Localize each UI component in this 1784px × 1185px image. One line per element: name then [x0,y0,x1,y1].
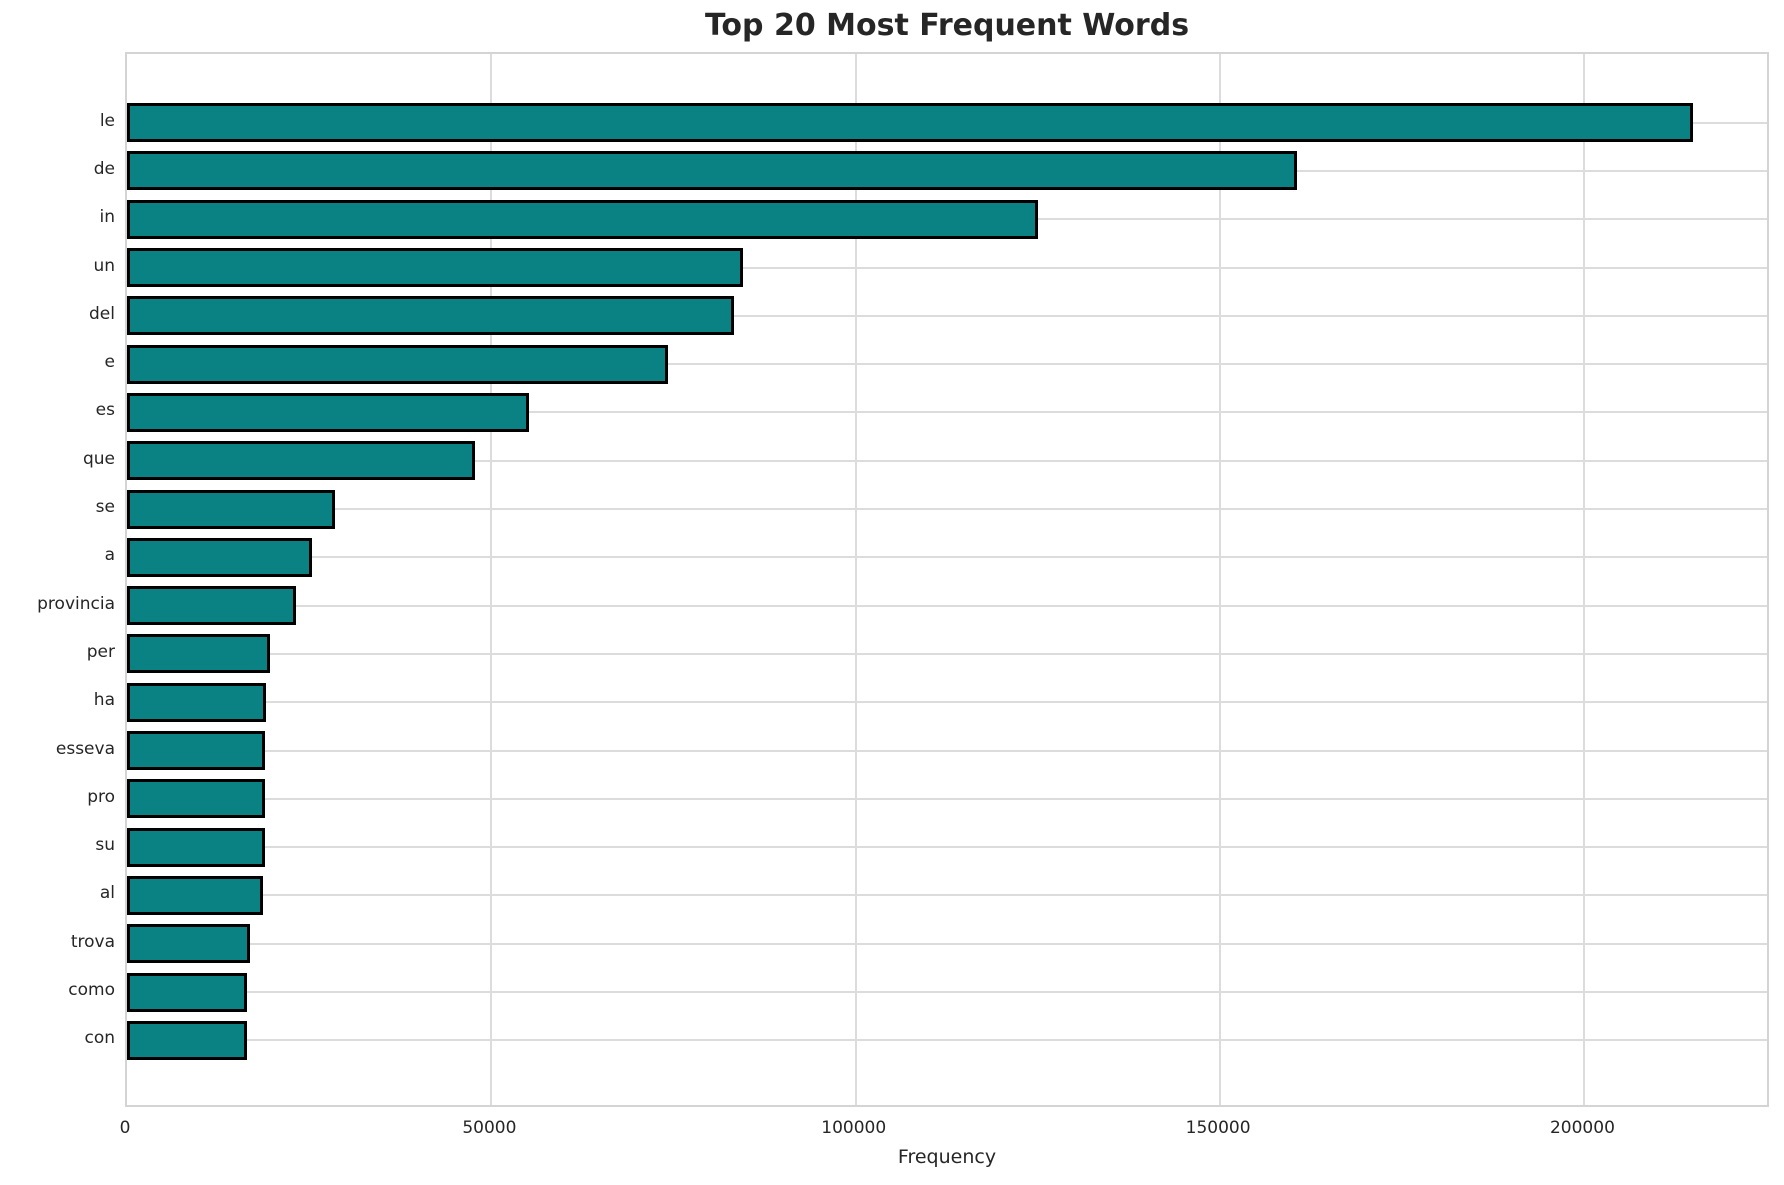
y-gridline [127,363,1767,366]
bar-trova [127,924,251,964]
y-gridline [127,266,1767,269]
y-gridline [127,314,1767,317]
y-gridline [127,556,1767,559]
bar-ha [127,682,267,722]
y-gridline [127,701,1767,704]
y-tick-label-un: un [93,255,115,276]
y-tick-label-que: que [82,448,115,469]
y-gridline [127,894,1767,897]
bar-es [127,392,529,432]
x-axis-title: Frequency [897,1146,997,1168]
y-gridline [127,1039,1767,1042]
y-gridline [127,459,1767,462]
y-tick-label-con: con [84,1028,115,1049]
x-tick-label-200000: 200000 [1549,1118,1615,1138]
y-tick-label-como: como [68,980,115,1001]
x-tick-label-0: 0 [119,1118,131,1138]
x-gridline [1583,54,1586,1105]
bar-a [127,537,313,577]
y-tick-label-pro: pro [87,786,115,807]
y-gridline [127,991,1767,994]
bar-esseva [127,731,266,771]
y-tick-label-e: e [104,352,115,373]
y-gridline [127,846,1767,849]
x-gridline [1219,54,1222,1105]
y-tick-label-ha: ha [93,690,115,711]
bar-per [127,634,270,674]
y-gridline [127,652,1767,655]
y-gridline [127,411,1767,414]
x-tick-label-50000: 50000 [462,1118,517,1138]
bar-del [127,296,735,336]
bar-que [127,441,475,481]
y-gridline [127,749,1767,752]
x-gridline [490,54,493,1105]
plot-area [125,52,1769,1107]
x-tick-label-150000: 150000 [1185,1118,1251,1138]
y-tick-label-al: al [99,883,115,904]
y-tick-label-trova: trova [70,931,115,952]
bar-de [127,151,1297,191]
bar-e [127,344,668,384]
y-gridline [127,942,1767,945]
bar-con [127,1020,247,1060]
bar-pro [127,779,266,819]
y-gridline [127,797,1767,800]
x-gridline [854,54,857,1105]
y-tick-label-su: su [95,835,115,856]
y-tick-label-per: per [86,641,115,662]
y-tick-label-se: se [95,497,115,518]
y-tick-label-le: le [99,110,115,131]
y-tick-label-a: a [104,545,115,566]
bar-se [127,489,335,529]
bar-in [127,199,1038,239]
chart-title: Top 20 Most Frequent Words [704,8,1190,43]
y-tick-label-esseva: esseva [55,738,115,759]
y-gridline [127,508,1767,511]
y-tick-label-del: del [89,303,115,324]
bar-le [127,103,1694,143]
y-tick-label-in: in [99,207,116,228]
y-gridline [127,604,1767,607]
y-tick-label-es: es [95,400,115,421]
bar-al [127,875,263,915]
bar-un [127,248,743,288]
bar-como [127,972,248,1012]
bar-provincia [127,586,297,626]
bar-su [127,827,265,867]
y-tick-label-provincia: provincia [37,593,115,614]
x-tick-label-100000: 100000 [821,1118,887,1138]
y-tick-label-de: de [93,158,115,179]
